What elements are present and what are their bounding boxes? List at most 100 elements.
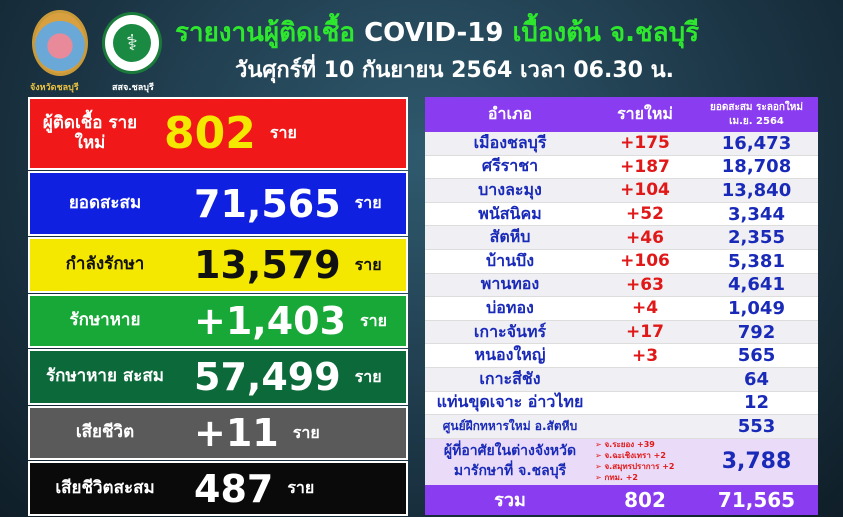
stat-box: ผู้ติดเชื้อ รายใหม่ 802 ราย: [28, 97, 408, 170]
district-table: อำเภอ รายใหม่ ยอดสะสม ระลอกใหม่เม.ย. 256…: [425, 97, 818, 515]
cumulative-cases: 64: [743, 368, 770, 390]
other-province-total: 3,788: [721, 449, 792, 475]
cumulative-cases: 4,641: [728, 274, 785, 296]
cumulative-cases: 12: [743, 392, 770, 414]
table-row: เกาะจันทร์ +17 792: [425, 320, 818, 345]
table-row: แท่นขุดเจาะ อ่าวไทย 12: [425, 392, 818, 416]
district-name: เมืองชลบุรี: [473, 132, 547, 152]
stat-box: เสียชีวิต +11 ราย: [28, 406, 408, 460]
cumulative-cases: 13,840: [721, 179, 792, 201]
title-part1: รายงานผู้ติดเชื้อ: [175, 18, 356, 48]
header-new: รายใหม่: [617, 104, 673, 123]
table-row: พนัสนิคม +52 3,344: [425, 203, 818, 227]
cumulative-cases: 18,708: [721, 156, 792, 178]
header-cumulative-line2: เม.ย. 2564: [729, 115, 784, 127]
title-part3: เบื้องต้น จ.ชลบุรี: [512, 18, 700, 48]
cumulative-cases: 16,473: [721, 132, 792, 154]
new-cases: +52: [626, 204, 664, 225]
stat-value: 13,579: [194, 243, 341, 287]
table-row: สัตหีบ +46 2,355: [425, 226, 818, 250]
table-row: บางละมุง +104 13,840: [425, 179, 818, 203]
caduceus-icon: ⚕: [113, 24, 151, 62]
table-row: บ่อทอง +4 1,049: [425, 297, 818, 321]
stat-value: +1,403: [194, 299, 347, 343]
total-new: 802: [624, 487, 666, 512]
table-row: หนองใหญ่ +3 565: [425, 344, 818, 368]
district-name: ศูนย์ฝึกทหารใหม่ อ.สัตหีบ: [442, 418, 578, 433]
cumulative-cases: 553: [737, 415, 776, 437]
stat-label: รักษาหาย: [69, 310, 141, 331]
table-row: บ้านบึง +106 5,381: [425, 250, 818, 274]
table-row: เกาะสีชัง 64: [425, 367, 818, 392]
logo-right-caption: สสจ.ชลบุรี: [112, 83, 154, 93]
other-province-label: ผู้ที่อาศัยในต่างจังหวัดมารักษาที่ จ.ชลบ…: [425, 442, 595, 481]
table-header: อำเภอ รายใหม่ ยอดสะสม ระลอกใหม่เม.ย. 256…: [425, 97, 818, 132]
stat-box: ยอดสะสม 71,565 ราย: [28, 171, 408, 236]
district-name: เกาะสีชัง: [479, 368, 541, 388]
district-name: หนองใหญ่: [474, 345, 546, 365]
new-cases: +187: [620, 156, 670, 177]
stat-value: +11: [194, 411, 279, 455]
note: ➢ จ.สมุทรปราการ +2: [595, 461, 675, 471]
district-name: เกาะจันทร์: [473, 321, 547, 341]
stat-unit: ราย: [287, 478, 315, 497]
header-cumulative-line1: ยอดสะสม ระลอกใหม่: [709, 101, 803, 113]
new-cases: +46: [626, 227, 664, 248]
stat-unit: ราย: [354, 254, 382, 274]
new-cases: +63: [626, 274, 664, 295]
stat-unit: ราย: [269, 123, 297, 142]
note: ➢ กทม. +2: [595, 472, 638, 482]
new-cases: +104: [620, 180, 670, 201]
stat-unit: ราย: [354, 366, 382, 386]
stat-label: เสียชีวิตสะสม: [55, 477, 155, 498]
district-name: บ่อทอง: [486, 297, 534, 317]
stat-value: 71,565: [194, 181, 341, 226]
other-province-notes: ➢ จ.ระยอง +39 ➢ จ.ฉะเชิงเทรา +2 ➢ จ.สมุท…: [595, 440, 695, 483]
header-cumulative: ยอดสะสม ระลอกใหม่เม.ย. 2564: [695, 101, 818, 129]
district-name: ศรีราชา: [481, 156, 539, 176]
cumulative-cases: 2,355: [728, 227, 785, 249]
cumulative-cases: 5,381: [728, 250, 785, 272]
district-name: พนัสนิคม: [478, 203, 542, 223]
district-name: พานทอง: [480, 274, 540, 294]
stat-value: 487: [194, 466, 274, 511]
other-province-row: ผู้ที่อาศัยในต่างจังหวัดมารักษาที่ จ.ชลบ…: [425, 438, 818, 485]
chonburi-province-logo: [32, 10, 88, 76]
other-label2: มารักษาที่ จ.ชลบุรี: [453, 462, 567, 479]
total-label: รวม: [494, 490, 526, 512]
table-row: ศูนย์ฝึกทหารใหม่ อ.สัตหีบ 553: [425, 415, 818, 439]
stat-box: รักษาหาย +1,403 ราย: [28, 294, 408, 348]
new-cases: +17: [626, 322, 664, 343]
stat-label: ยอดสะสม: [68, 192, 142, 213]
note: ➢ จ.ระยอง +39: [595, 440, 655, 450]
report-date: วันศุกร์ที่ 10 กันยายน 2564 เวลา 06.30 น…: [235, 58, 675, 83]
ministry-public-health-logo: ⚕: [102, 12, 162, 74]
district-name: แท่นขุดเจาะ อ่าวไทย: [436, 392, 584, 412]
page-title: รายงานผู้ติดเชื้อ COVID-19 เบื้องต้น จ.ช…: [175, 12, 699, 53]
header-district: อำเภอ: [487, 104, 533, 123]
cumulative-cases: 1,049: [728, 297, 785, 319]
cumulative-cases: 3,344: [728, 203, 785, 225]
cumulative-cases: 792: [737, 321, 776, 343]
stat-box: เสียชีวิตสะสม 487 ราย: [28, 461, 408, 516]
district-name: บ้านบึง: [485, 250, 535, 270]
district-name: บางละมุง: [478, 179, 542, 199]
table-row: พานทอง +63 4,641: [425, 273, 818, 298]
stat-value: 802: [164, 108, 256, 159]
cumulative-cases: 565: [737, 345, 776, 367]
stat-box: รักษาหาย สะสม 57,499 ราย: [28, 349, 408, 405]
table-row: ศรีราชา +187 18,708: [425, 156, 818, 180]
district-name: สัตหีบ: [489, 227, 531, 247]
stat-unit: ราย: [360, 310, 387, 330]
stat-label: รักษาหาย สะสม: [46, 366, 164, 387]
logo-left-caption: จังหวัดชลบุรี: [30, 83, 79, 93]
stat-value: 57,499: [194, 355, 341, 399]
new-cases: +3: [631, 345, 659, 366]
stat-label: ผู้ติดเชื้อ รายใหม่: [42, 112, 138, 153]
other-label1: ผู้ที่อาศัยในต่างจังหวัด: [443, 443, 577, 460]
title-part2: COVID-19: [364, 18, 504, 48]
total-cumulative: 71,565: [717, 487, 796, 512]
stat-box: กำลังรักษา 13,579 ราย: [28, 237, 408, 293]
stat-label: เสียชีวิต: [75, 422, 135, 443]
stat-label: กำลังรักษา: [65, 254, 145, 275]
